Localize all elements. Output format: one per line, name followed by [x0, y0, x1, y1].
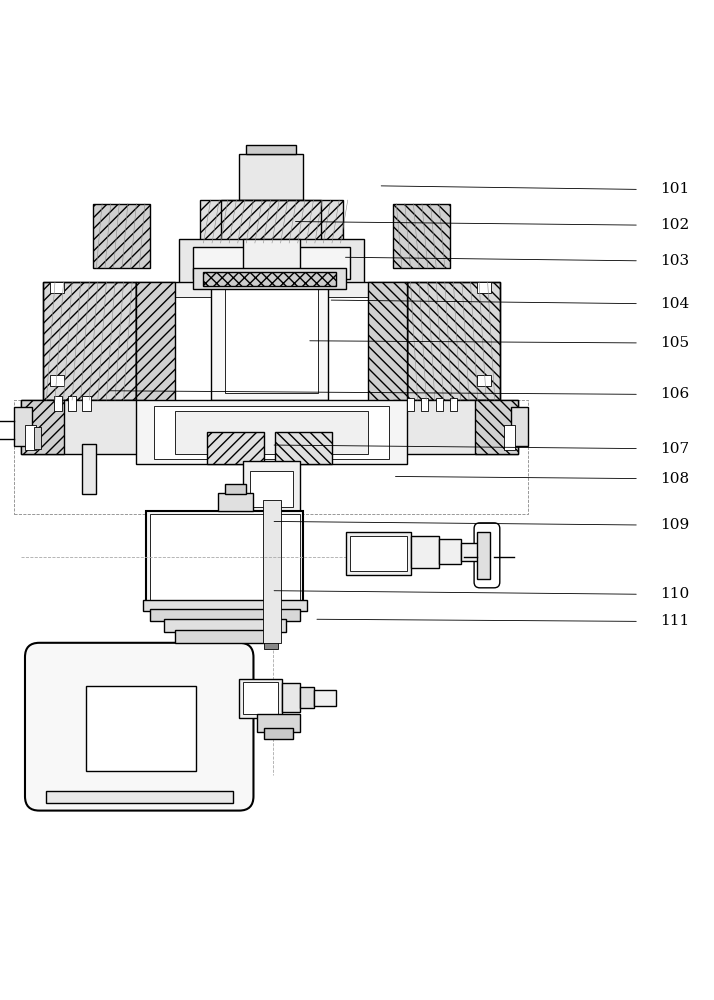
Bar — [207, 432, 264, 464]
Bar — [54, 396, 62, 411]
Bar — [239, 678, 282, 718]
Bar — [221, 200, 321, 243]
Bar — [178, 239, 364, 286]
Bar — [436, 398, 443, 411]
Bar — [450, 398, 457, 411]
Bar — [193, 247, 350, 279]
Bar — [225, 484, 246, 494]
Bar — [407, 282, 500, 400]
Bar — [193, 268, 346, 289]
Text: 103: 103 — [660, 254, 689, 268]
Bar — [511, 407, 528, 446]
Bar — [350, 536, 407, 571]
Circle shape — [323, 273, 334, 284]
Bar — [50, 375, 64, 386]
Bar — [314, 690, 336, 706]
Bar — [393, 204, 450, 268]
Bar — [407, 398, 414, 411]
Circle shape — [198, 273, 209, 284]
Bar — [150, 297, 393, 400]
Bar — [25, 425, 36, 450]
Bar — [21, 400, 146, 454]
Bar — [393, 400, 518, 454]
Text: 111: 111 — [660, 614, 689, 628]
Bar — [461, 543, 478, 561]
Bar — [82, 444, 96, 494]
FancyBboxPatch shape — [474, 523, 500, 588]
Text: 109: 109 — [660, 518, 689, 532]
Text: 110: 110 — [660, 587, 689, 601]
Bar — [175, 411, 368, 454]
Bar — [250, 471, 293, 507]
Bar — [43, 282, 136, 400]
Bar — [477, 375, 491, 386]
Bar — [50, 282, 64, 293]
Bar — [43, 282, 136, 400]
Bar — [175, 630, 275, 643]
Bar — [411, 536, 439, 568]
Bar — [275, 432, 332, 464]
Bar — [475, 400, 518, 454]
Text: 106: 106 — [660, 387, 689, 401]
Bar — [211, 282, 328, 400]
Bar — [14, 407, 32, 446]
Bar — [150, 514, 300, 600]
Text: 104: 104 — [660, 297, 689, 311]
Bar — [477, 532, 490, 579]
Bar — [146, 511, 303, 604]
Bar — [300, 687, 314, 708]
Bar — [282, 683, 300, 712]
Polygon shape — [321, 272, 343, 286]
Bar — [225, 289, 318, 393]
Text: 101: 101 — [660, 182, 689, 196]
Bar — [243, 682, 278, 714]
Text: 108: 108 — [660, 472, 689, 486]
Bar — [143, 600, 307, 611]
Bar — [154, 406, 389, 459]
Bar — [346, 532, 411, 575]
Bar — [477, 282, 491, 293]
Bar — [136, 282, 407, 414]
Bar — [46, 791, 233, 803]
Bar — [34, 427, 41, 449]
Bar — [218, 493, 253, 511]
Bar — [136, 400, 407, 464]
Bar — [243, 461, 300, 514]
Bar — [263, 500, 281, 643]
Bar — [21, 400, 64, 454]
Polygon shape — [246, 514, 296, 532]
Bar — [264, 728, 293, 739]
FancyBboxPatch shape — [25, 643, 253, 811]
Bar — [257, 714, 300, 732]
Bar — [421, 398, 428, 411]
Polygon shape — [200, 272, 221, 286]
Bar — [82, 396, 91, 411]
Bar — [136, 282, 175, 414]
Bar — [200, 200, 343, 243]
Bar — [243, 239, 300, 314]
Bar — [203, 272, 336, 286]
Bar — [246, 145, 296, 154]
Text: 105: 105 — [660, 336, 689, 350]
Bar — [86, 686, 196, 771]
Bar — [239, 154, 303, 200]
Bar — [164, 619, 286, 632]
Bar — [368, 282, 407, 414]
Bar — [264, 641, 278, 649]
Bar — [93, 204, 150, 268]
Text: 107: 107 — [660, 442, 689, 456]
Bar — [504, 425, 515, 450]
Text: 102: 102 — [660, 218, 689, 232]
Bar — [68, 396, 76, 411]
Bar — [439, 539, 461, 564]
Bar — [407, 282, 500, 400]
Bar — [150, 609, 300, 621]
